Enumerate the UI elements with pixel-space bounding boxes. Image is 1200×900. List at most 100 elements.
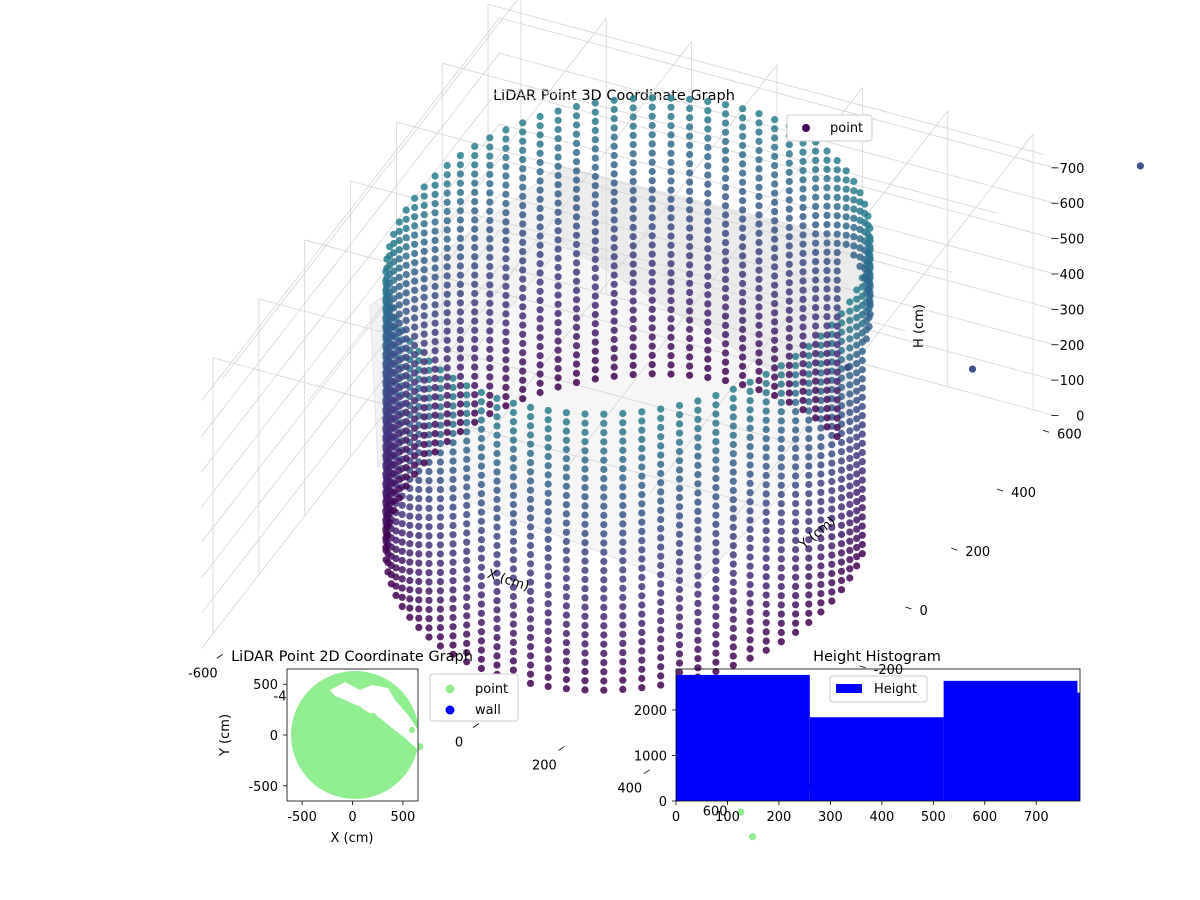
cloud-point <box>390 488 398 496</box>
cloud-point <box>390 396 398 404</box>
cloud-point <box>657 488 665 496</box>
cloud-point <box>755 367 763 375</box>
cloud-point <box>610 197 618 206</box>
cloud-point <box>704 373 712 382</box>
cloud-point <box>675 438 684 446</box>
cloud-point <box>823 193 831 201</box>
cloud-point <box>629 288 637 296</box>
cloud-point <box>812 239 820 247</box>
ytick-mark <box>859 665 866 669</box>
cloud-point <box>721 266 730 274</box>
cloud-point <box>805 444 813 452</box>
cloud-point <box>667 250 675 259</box>
cloud-point <box>755 192 763 201</box>
cloud-point <box>420 321 428 329</box>
cloud-point <box>704 171 712 179</box>
cloud-point <box>694 443 702 451</box>
cloud-point <box>667 149 675 157</box>
cloud-point <box>853 470 861 478</box>
cloud-point <box>398 602 406 611</box>
cloud-point <box>395 457 403 465</box>
ytick-label: 600 <box>1057 427 1082 442</box>
cloud-point <box>443 235 451 243</box>
cloud-point <box>721 303 730 311</box>
cloud-point <box>395 430 403 438</box>
cloud-point <box>502 172 510 180</box>
cloud-point <box>853 543 861 552</box>
cloud-point <box>449 512 457 520</box>
cloud-point <box>471 271 479 279</box>
legend-wall-label: wall <box>475 703 501 718</box>
cloud-point <box>638 674 646 683</box>
cloud-point <box>395 384 403 392</box>
cloud-point <box>581 557 589 565</box>
cloud-point <box>817 470 825 478</box>
cloud-point <box>817 433 825 441</box>
cloud-point <box>729 468 737 476</box>
cloud-point <box>443 281 451 289</box>
cloud-point <box>493 413 501 421</box>
cloud-point <box>572 332 581 341</box>
cloud-point <box>648 287 656 295</box>
cloud-point <box>755 340 763 348</box>
cloud-point <box>858 421 866 429</box>
cloud-point <box>785 159 793 167</box>
cloud-point <box>436 476 444 484</box>
cloud-point <box>463 474 471 482</box>
cloud-point <box>463 492 471 500</box>
cloud-point <box>562 666 571 674</box>
cloud-point <box>828 477 836 486</box>
cloud-point <box>771 208 779 216</box>
cloud-point <box>853 433 861 441</box>
cloud-point <box>629 371 637 379</box>
cloud-point <box>629 113 637 121</box>
cloud-point <box>771 244 779 252</box>
cloud-point <box>502 264 510 272</box>
cloud-point <box>425 523 433 531</box>
grid-line <box>304 239 860 391</box>
cloud-point <box>591 172 599 181</box>
cloud-point <box>704 281 712 290</box>
cloud-point <box>493 615 501 623</box>
ztick-label: 0 <box>1076 410 1084 425</box>
xtick-label: -600 <box>188 666 218 681</box>
cloud-point <box>544 664 552 672</box>
cloud-point <box>842 222 850 230</box>
cloud-point <box>502 383 510 391</box>
cloud-point <box>805 453 813 461</box>
cloud-point <box>755 165 763 173</box>
cloud-point <box>420 275 428 283</box>
cloud-point <box>746 498 754 506</box>
cloud-point <box>777 408 785 416</box>
cloud-point <box>406 540 414 548</box>
cloud-point <box>812 368 820 376</box>
cloud-point <box>509 666 517 674</box>
cloud-point <box>712 438 720 446</box>
cloud-point <box>477 462 485 470</box>
cloud-point <box>402 372 410 380</box>
cloud-point <box>739 270 747 278</box>
cloud-point <box>638 435 646 443</box>
cloud-point <box>509 528 517 536</box>
cloud-point <box>554 199 562 207</box>
cloud-point <box>619 658 627 666</box>
cloud-point <box>509 620 517 628</box>
cloud-point <box>858 356 866 365</box>
cloud-point <box>746 608 754 616</box>
cloud-point <box>486 244 494 252</box>
outlier-point <box>1136 162 1144 170</box>
cloud-point <box>853 498 861 506</box>
cloud-point <box>817 396 825 405</box>
cloud-point <box>686 95 694 103</box>
cloud-point <box>449 632 457 640</box>
cloud-point <box>477 453 485 461</box>
xtick-mark <box>643 769 651 774</box>
cloud-point <box>739 261 747 269</box>
cloud-point <box>792 371 800 379</box>
cloud-point <box>858 393 866 401</box>
cloud-point <box>762 416 770 424</box>
cloud-point <box>755 146 763 155</box>
cloud-point <box>619 437 627 445</box>
cloud-point <box>402 316 410 325</box>
